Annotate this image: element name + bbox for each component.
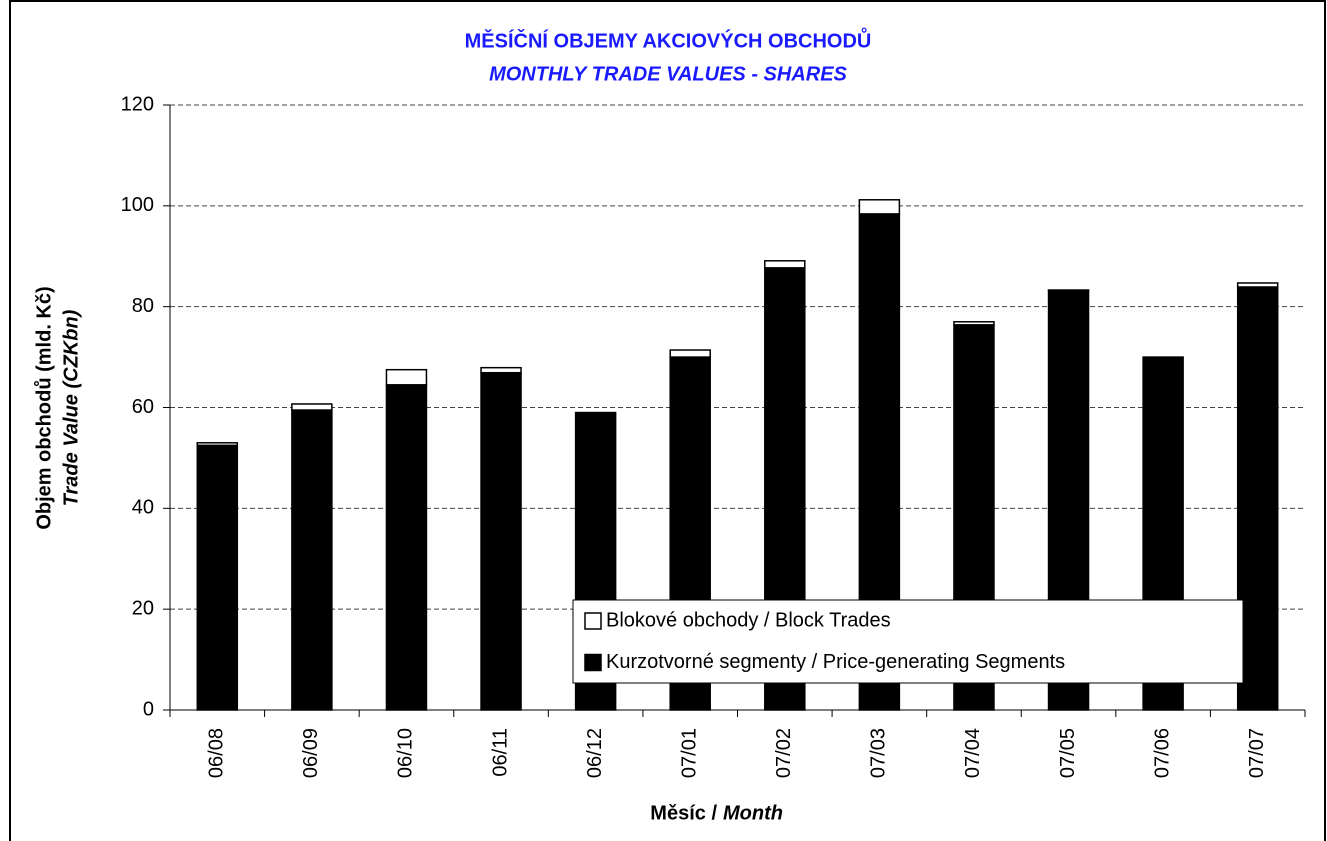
bar-segment (1047, 289, 1090, 292)
y-tick-label: 0 (143, 698, 154, 720)
bar-segment (480, 371, 522, 711)
legend-label: Kurzotvorné segmenty / Price-generating … (606, 651, 1065, 673)
x-tick-label: 07/07 (1246, 728, 1268, 778)
bar-segment (480, 366, 522, 374)
bar-segment (291, 403, 333, 411)
y-tick-label: 60 (132, 396, 154, 418)
x-tick-label: 06/10 (395, 728, 417, 778)
bar-segment (385, 384, 428, 711)
bar-segment (858, 199, 901, 215)
x-tick-label: 07/05 (1057, 728, 1079, 778)
frame (9, 0, 1326, 841)
y-tick-label: 100 (121, 194, 154, 216)
bar-segment (196, 444, 239, 711)
x-tick-label: 07/01 (678, 728, 700, 778)
y-tick-label: 80 (132, 295, 154, 317)
chart-title: MĚSÍČNÍ OBJEMY AKCIOVÝCH OBCHODŮ (465, 26, 872, 52)
bar-segment (385, 368, 428, 386)
x-tick-label: 07/06 (1151, 728, 1173, 778)
x-tick-label: 06/09 (300, 728, 322, 778)
bar-segment (1236, 286, 1279, 711)
bar-segment (1236, 282, 1279, 288)
y-axis-label: Objem obchodů (mld. Kč) (33, 286, 55, 529)
x-tick-label: 06/08 (206, 728, 228, 778)
x-tick-label: 07/03 (868, 728, 890, 778)
y-tick-label: 40 (132, 497, 154, 519)
y-tick-label: 20 (132, 597, 154, 619)
legend-swatch (584, 653, 602, 672)
bar-segment (669, 349, 711, 358)
legend-label: Blokové obchody / Block Trades (606, 609, 891, 631)
bar-segment (764, 260, 806, 269)
x-axis-label: Month (723, 802, 783, 824)
legend-swatch (584, 612, 602, 630)
y-axis-label: Trade Value (CZKbn) (60, 309, 82, 506)
x-tick-label: 07/02 (773, 728, 795, 778)
y-tick-label: 120 (121, 93, 154, 115)
legend-box (572, 599, 1244, 684)
x-tick-label: 07/04 (962, 728, 984, 778)
bar-segment (196, 442, 239, 447)
chart-subtitle: MONTHLY TRADE VALUES - SHARES (489, 63, 847, 85)
x-tick-label: 06/12 (584, 728, 606, 778)
bar-segment (291, 409, 333, 711)
bar-segment (953, 321, 995, 326)
x-axis-label: Měsíc / (650, 802, 717, 824)
x-tick-label: 06/11 (489, 728, 511, 777)
